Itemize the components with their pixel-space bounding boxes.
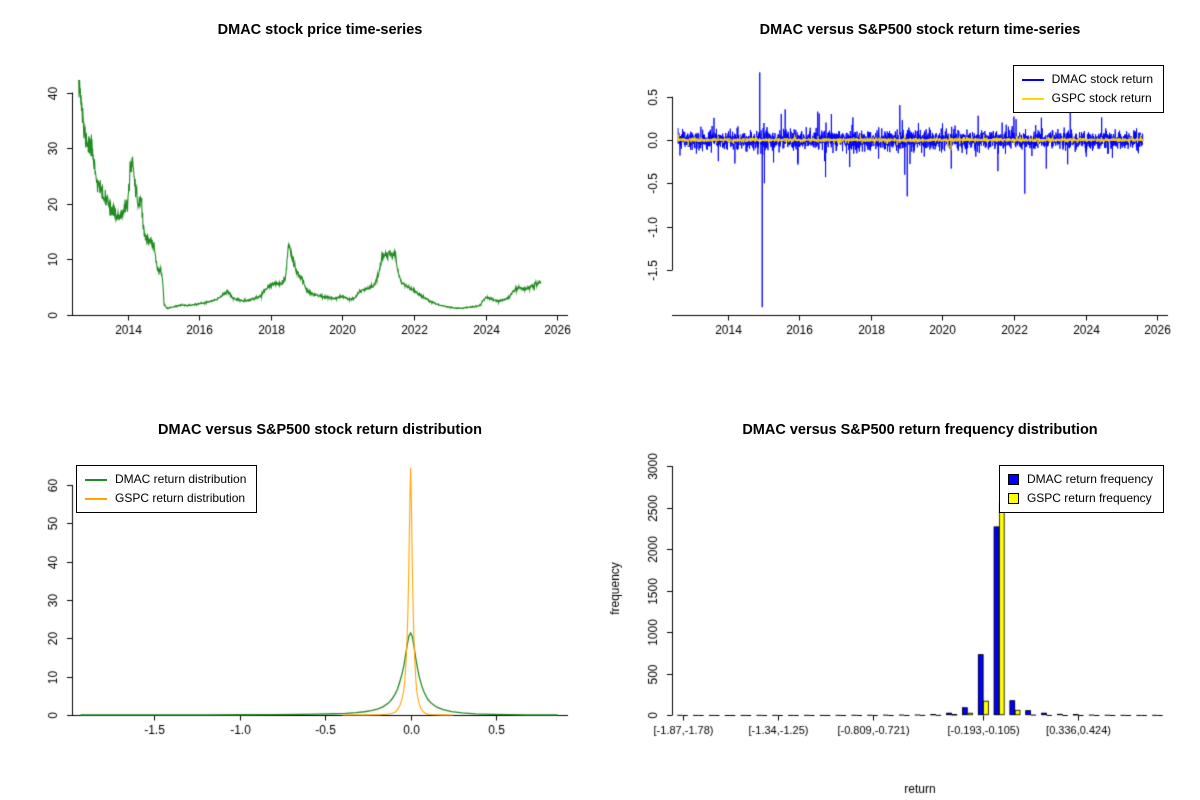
panel-return-distribution: DMAC versus S&P500 stock return distribu… (0, 400, 600, 800)
gspc-return-line-swatch (1021, 97, 1044, 100)
panel-return-frequency: DMAC versus S&P500 return frequency dist… (600, 400, 1200, 800)
gspc-frequency-legend-label: GSPC return frequency (1026, 491, 1152, 505)
dmac-return-legend-label: DMAC stock return (1051, 72, 1153, 86)
gspc-distribution-legend-label: GSPC return distribution (115, 491, 246, 505)
return-distribution-legend: DMAC return distribution GSPC return dis… (76, 465, 258, 513)
return-frequency-title: DMAC versus S&P500 return frequency dist… (742, 422, 1098, 438)
return-timeseries-canvas (600, 0, 1200, 400)
legend-item-gspc-distribution: GSPC return distribution (85, 490, 246, 507)
price-timeseries-canvas (0, 0, 600, 400)
dmac-return-line-swatch (1021, 78, 1044, 81)
return-frequency-legend: DMAC return frequency GSPC return freque… (998, 465, 1164, 513)
price-chart-title: DMAC stock price time-series (217, 22, 423, 38)
legend-item-dmac-distribution: DMAC return distribution (85, 471, 246, 488)
panel-return-timeseries: DMAC versus S&P500 stock return time-ser… (600, 0, 1200, 400)
return-distribution-canvas (0, 400, 600, 800)
panel-price-timeseries: DMAC stock price time-series (0, 0, 600, 400)
return-frequency-canvas (600, 400, 1200, 800)
legend-item-gspc-return: GSPC stock return (1021, 90, 1153, 107)
legend-item-dmac-frequency: DMAC return frequency (1007, 471, 1153, 488)
return-timeseries-legend: DMAC stock return GSPC stock return (1012, 65, 1164, 113)
return-distribution-title: DMAC versus S&P500 stock return distribu… (158, 422, 482, 438)
dmac-distribution-legend-label: DMAC return distribution (115, 472, 247, 486)
return-timeseries-title: DMAC versus S&P500 stock return time-ser… (759, 22, 1081, 38)
dmac-frequency-box-swatch (1007, 474, 1019, 485)
legend-item-gspc-frequency: GSPC return frequency (1007, 490, 1153, 507)
legend-item-dmac-return: DMAC stock return (1021, 71, 1153, 88)
dmac-distribution-line-swatch (85, 478, 107, 481)
dmac-frequency-legend-label: DMAC return frequency (1026, 472, 1153, 486)
gspc-distribution-line-swatch (85, 497, 107, 500)
gspc-return-legend-label: GSPC stock return (1051, 91, 1152, 105)
gspc-frequency-box-swatch (1007, 493, 1019, 504)
